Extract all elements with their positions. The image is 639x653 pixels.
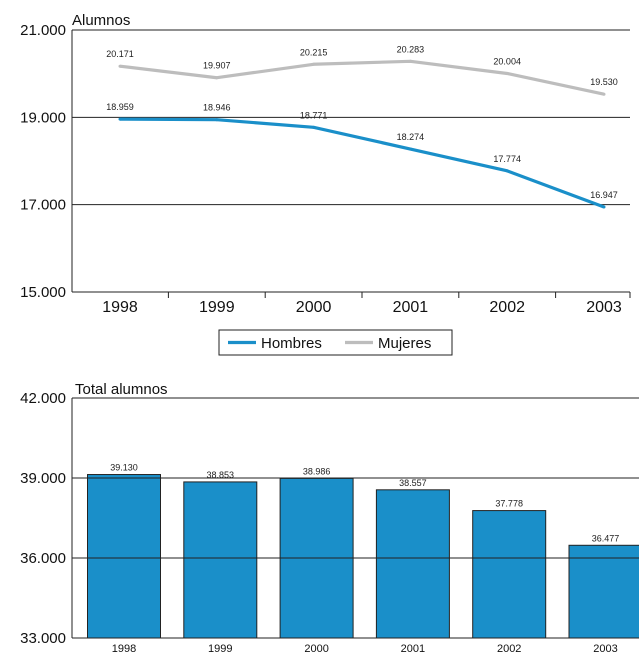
legend-label-mujeres: Mujeres: [378, 335, 431, 352]
line-point-hombres: [408, 147, 412, 151]
bar-chart-title: Total alumnos: [75, 381, 168, 398]
line-chart-ytick-label: 17.000: [20, 197, 66, 214]
line-data-label-mujeres: 19.530: [590, 77, 618, 87]
bar-chart: Total alumnos 33.000 36.000 39.000 42.000 39.…: [20, 381, 639, 653]
line-chart-xtick-label: 2001: [393, 299, 429, 316]
bar-data-label: 39.130: [110, 463, 138, 473]
line-data-label-mujeres: 19.907: [203, 61, 231, 71]
line-data-label-hombres: 16.947: [590, 190, 618, 200]
bar-chart-xtick-label: 2000: [304, 643, 328, 653]
line-chart-xtick-label: 2003: [586, 299, 622, 316]
line-point-hombres: [312, 125, 316, 129]
line-point-hombres: [215, 118, 219, 122]
legend-box: [218, 329, 453, 356]
line-point-mujeres: [408, 59, 412, 63]
bar-data-label: 38.557: [399, 478, 427, 488]
line-chart-title: Alumnos: [72, 12, 130, 29]
bar-data-label: 38.853: [207, 470, 235, 480]
line-chart: Alumnos 15.000 17.000 19.000 21.000 1998 1999 2…: [20, 12, 631, 356]
bar: [375, 489, 450, 639]
bar-chart-xtick-label: 2002: [497, 643, 521, 653]
line-data-label-hombres: 18.946: [203, 103, 231, 113]
line-data-label-hombres: 18.771: [300, 110, 328, 120]
line-data-label-mujeres: 20.004: [493, 56, 521, 66]
bar-chart-ytick-label: 39.000: [20, 470, 66, 487]
bar-chart-ytick-label: 36.000: [20, 550, 66, 567]
bar-data-label: 37.778: [495, 499, 523, 509]
line-chart-ytick-label: 19.000: [20, 109, 66, 126]
line-point-hombres: [118, 117, 122, 121]
bar: [472, 510, 547, 639]
line-data-label-hombres: 17.774: [493, 154, 521, 164]
bar-chart-ytick-label: 42.000: [20, 390, 66, 407]
line-point-mujeres: [312, 62, 316, 66]
bar: [568, 544, 639, 639]
line-point-mujeres: [118, 64, 122, 68]
line-point-mujeres: [602, 92, 606, 96]
line-chart-legend: Hombres Mujeres: [218, 329, 453, 356]
line-data-label-mujeres: 20.215: [300, 47, 328, 57]
bar-chart-xtick-label: 2001: [401, 643, 425, 653]
bar: [183, 481, 258, 639]
bar-data-label: 36.477: [592, 533, 620, 543]
line-chart-xtick-label: 2000: [296, 299, 332, 316]
bar-chart-ytick-label: 33.000: [20, 630, 66, 647]
line-data-label-mujeres: 20.283: [397, 44, 425, 54]
bar-data-label: 38.986: [303, 466, 331, 476]
line-series-mujeres: [119, 59, 605, 96]
line-point-mujeres: [215, 76, 219, 80]
line-data-label-hombres: 18.959: [106, 102, 134, 112]
bar-chart-xtick-label: 2003: [593, 643, 617, 653]
line-data-label-mujeres: 20.171: [106, 49, 134, 59]
line-point-hombres: [505, 169, 509, 173]
line-chart-xtick-label: 1998: [102, 299, 138, 316]
bar: [87, 474, 161, 639]
line-chart-ytick-label: 15.000: [20, 284, 66, 301]
line-series-hombres: [119, 117, 605, 209]
line-chart-ytick-label: 21.000: [20, 22, 66, 39]
line-point-mujeres: [505, 71, 509, 75]
line-chart-xtick-label: 1999: [199, 299, 235, 316]
line-point-hombres: [602, 205, 606, 209]
bar-chart-xtick-label: 1999: [208, 643, 232, 653]
line-data-label-hombres: 18.274: [397, 132, 425, 142]
bar-chart-xtick-label: 1998: [112, 643, 136, 653]
legend-label-hombres: Hombres: [261, 335, 322, 352]
line-chart-xtick-label: 2002: [489, 299, 525, 316]
